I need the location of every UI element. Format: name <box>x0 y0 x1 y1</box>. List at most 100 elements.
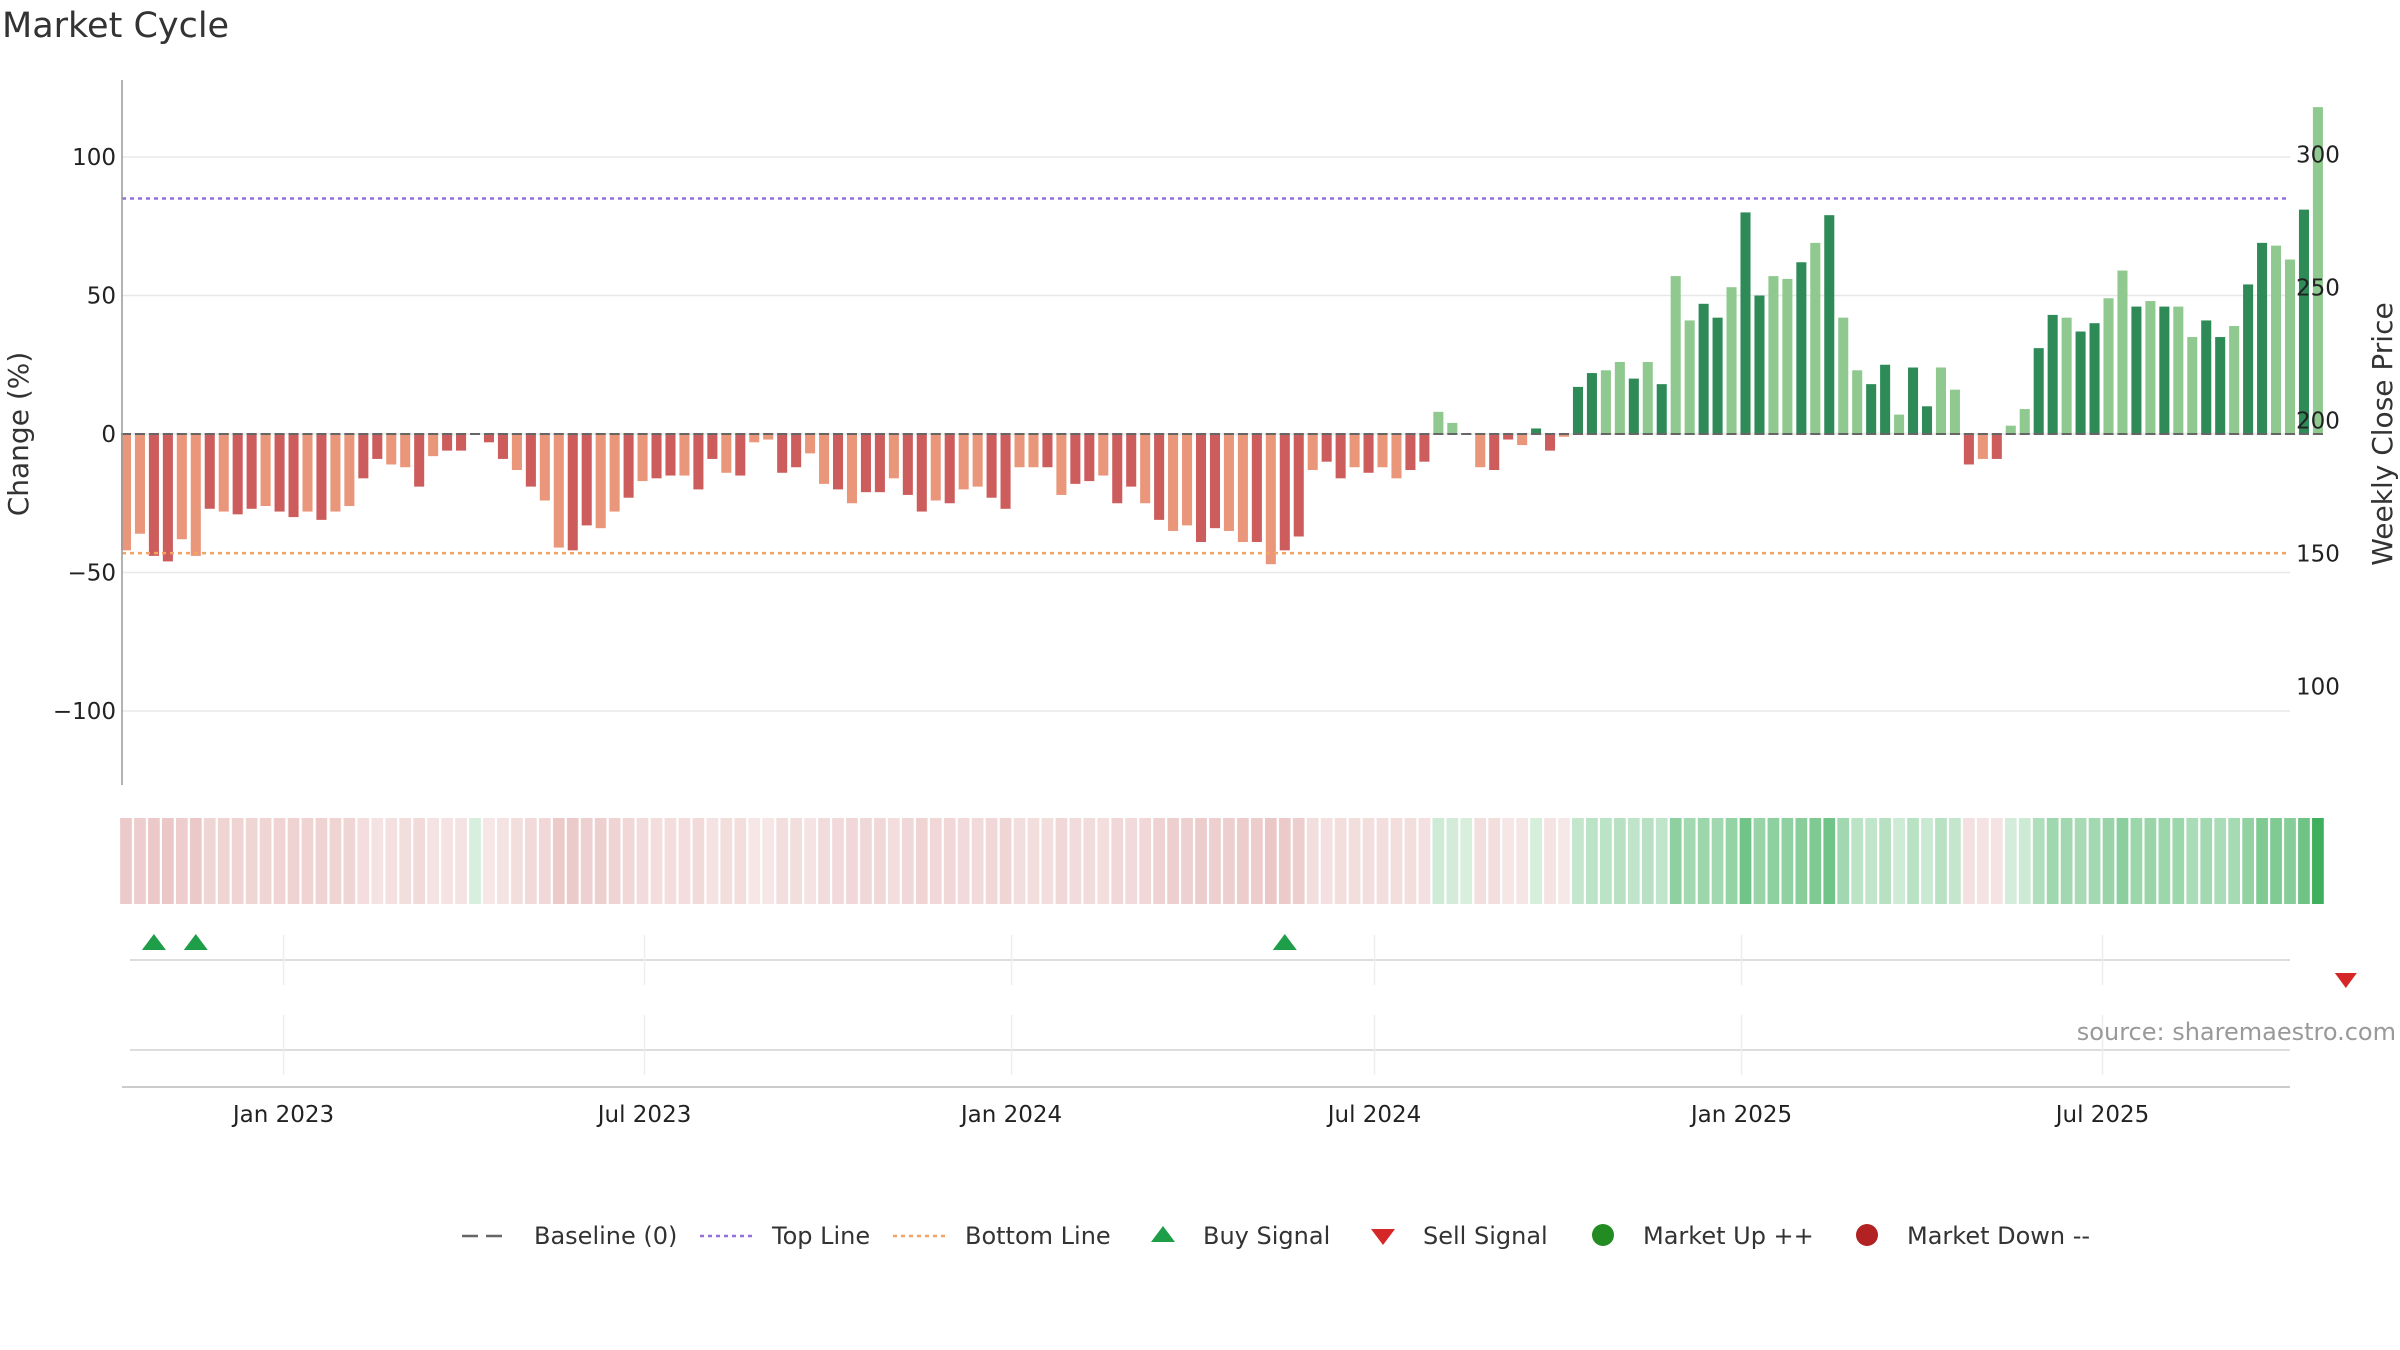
bar <box>665 434 676 476</box>
bar <box>1475 434 1486 468</box>
bar <box>1782 278 1793 434</box>
heat-cell <box>1320 818 1333 904</box>
bar <box>1754 295 1765 434</box>
bar <box>2298 209 2309 434</box>
heat-cell <box>846 818 858 904</box>
bar <box>372 434 383 459</box>
heat-cell <box>371 818 384 904</box>
heat-cell <box>985 818 998 904</box>
heat-cell <box>385 818 398 904</box>
bar <box>637 434 648 482</box>
heat-cell <box>148 818 160 904</box>
bar <box>1894 414 1905 434</box>
heat-cell <box>2060 818 2073 904</box>
heat-cell <box>999 818 1012 904</box>
bar <box>1419 434 1430 462</box>
heat-cell <box>189 818 202 904</box>
heat-cell <box>1125 818 1138 904</box>
bar <box>1489 434 1500 471</box>
heat-cell <box>2144 818 2157 904</box>
bar <box>1195 434 1207 543</box>
heat-cell <box>1963 818 1975 904</box>
bar <box>1154 434 1165 520</box>
heat-cell <box>1111 818 1124 904</box>
heat-cell <box>1976 818 1989 904</box>
heat-cell <box>1795 818 1808 904</box>
heat-cell <box>441 818 453 904</box>
bar <box>553 434 564 548</box>
heat-cell <box>874 818 886 904</box>
bar <box>190 434 201 556</box>
bar <box>1531 428 1542 434</box>
bar <box>1921 406 1933 434</box>
bar <box>2312 107 2323 434</box>
bar <box>1084 434 1095 482</box>
bar <box>1558 434 1570 437</box>
bar <box>2159 306 2170 434</box>
legend-buy-label: Buy Signal <box>1203 1222 1330 1250</box>
heat-cell <box>1809 818 1822 904</box>
heat-cell <box>1613 818 1626 904</box>
heat-cell <box>1739 818 1752 904</box>
heat-cell <box>2214 818 2227 904</box>
bar <box>1223 434 1234 531</box>
bar <box>860 434 871 493</box>
y-tick-right-label: 150 <box>2296 542 2340 568</box>
bar <box>1963 434 1974 465</box>
heat-cell <box>273 818 286 904</box>
heat-cell <box>1069 818 1082 904</box>
bar <box>1405 434 1416 471</box>
heat-cell <box>2004 818 2017 904</box>
bar <box>972 434 983 487</box>
heat-cell <box>301 818 314 904</box>
heat-cell <box>2018 818 2031 904</box>
chart-title: Market Cycle <box>2 6 230 46</box>
bar <box>511 434 522 471</box>
heat-cell <box>175 818 188 904</box>
bar <box>1112 434 1123 504</box>
heat-cell <box>776 818 789 904</box>
bar <box>1098 434 1109 476</box>
bar <box>1712 317 1723 434</box>
heat-cell <box>1516 818 1528 904</box>
heat-cell <box>762 818 775 904</box>
bar <box>2089 323 2100 434</box>
bar <box>651 434 662 479</box>
heat-cell <box>1767 818 1780 904</box>
heat-cell <box>357 818 370 904</box>
heat-cell <box>329 818 342 904</box>
x-tick-label: Jul 2025 <box>2054 1102 2150 1128</box>
bar <box>2229 325 2240 434</box>
heat-cell <box>2032 818 2045 904</box>
reference-lines <box>120 197 2323 555</box>
heat-cell <box>1237 818 1249 904</box>
heat-cell <box>1418 818 1431 904</box>
bar <box>623 434 634 498</box>
bar <box>1433 411 1444 434</box>
heat-cell <box>1041 818 1054 904</box>
bar <box>888 434 899 479</box>
legend-sell-label: Sell Signal <box>1423 1222 1548 1250</box>
bar <box>358 434 369 479</box>
x-axis: Jan 2023 Jul 2023 Jan 2024 Jul 2024 Jan 2025… <box>122 1086 2290 1128</box>
heat-cell <box>538 818 551 904</box>
bar <box>330 434 341 512</box>
heat-cell <box>2130 818 2143 904</box>
heat-cell <box>888 818 900 904</box>
heat-cell <box>1725 818 1738 904</box>
heat-cell <box>957 818 970 904</box>
heat-cell <box>343 818 356 904</box>
heat-cell <box>1404 818 1417 904</box>
bar <box>246 434 257 509</box>
bar <box>2061 317 2072 434</box>
bar <box>832 434 844 490</box>
heat-cell <box>1641 818 1654 904</box>
bar <box>567 434 578 551</box>
heat-cell <box>1139 818 1152 904</box>
bar <box>581 434 592 526</box>
bar <box>274 434 285 512</box>
bar <box>1852 370 1863 434</box>
bar <box>1572 386 1583 434</box>
bar <box>204 434 215 509</box>
sell-signal-marker <box>2334 973 2357 988</box>
